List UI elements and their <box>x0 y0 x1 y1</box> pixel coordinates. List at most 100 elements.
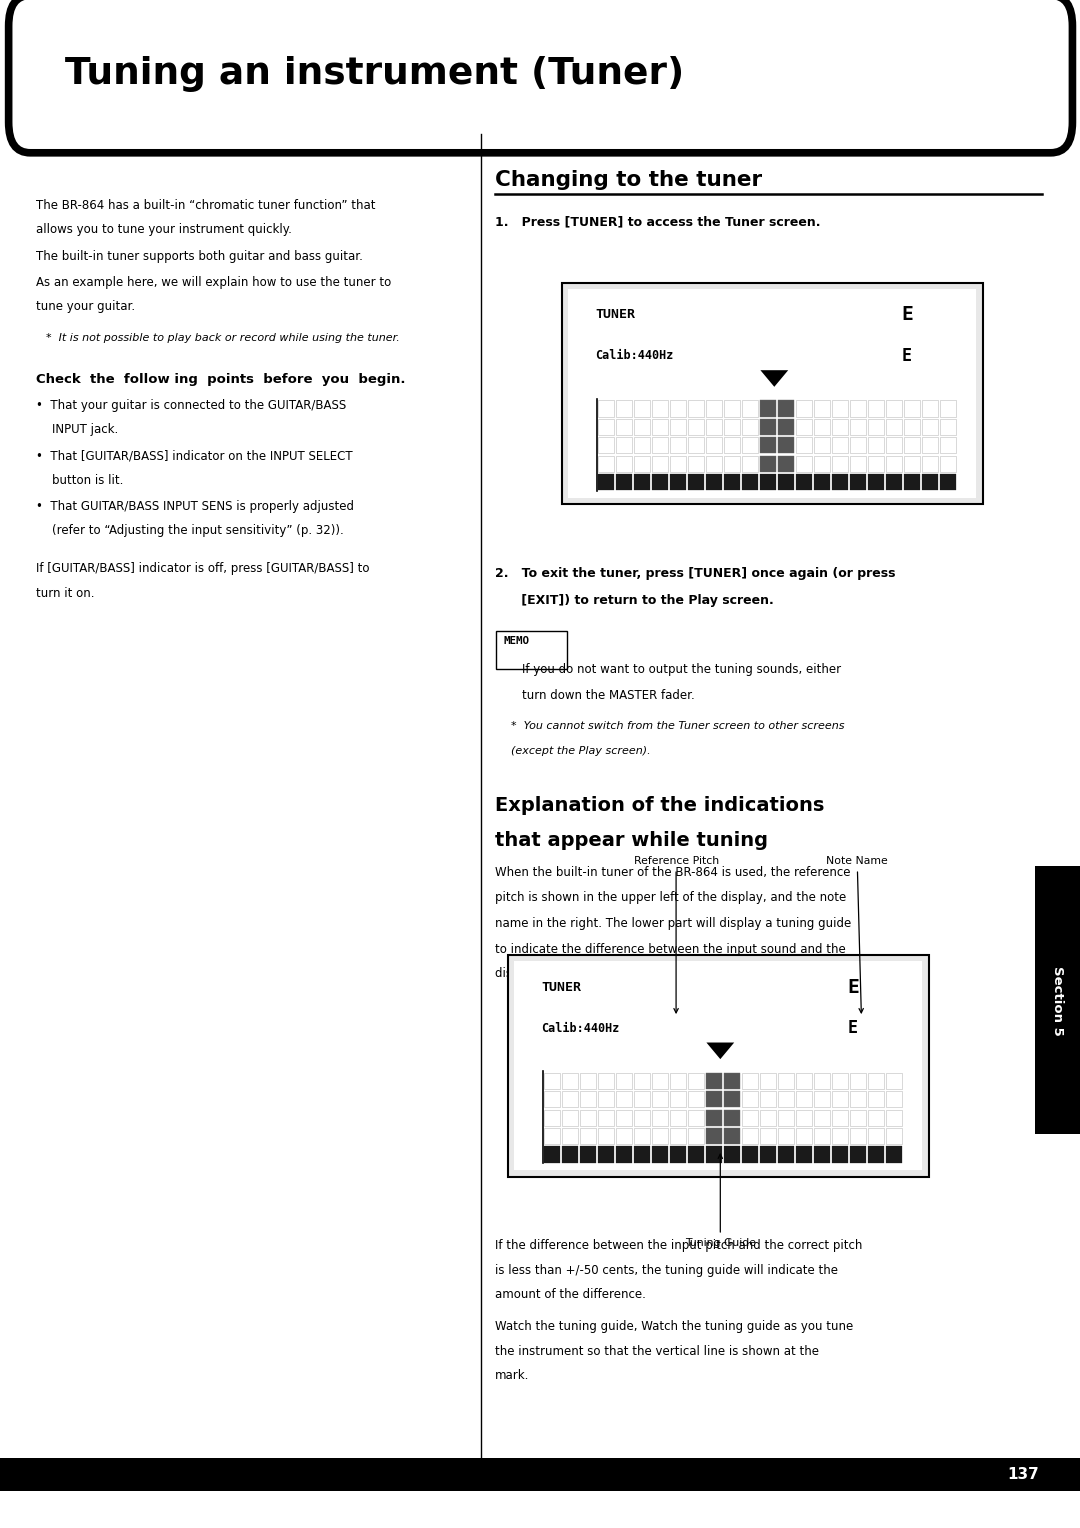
Bar <box>904 474 920 490</box>
Bar <box>868 419 885 435</box>
Bar <box>814 455 831 472</box>
Bar <box>796 437 812 454</box>
Bar <box>832 1146 848 1163</box>
Bar <box>940 419 956 435</box>
Bar <box>562 1146 578 1163</box>
Text: INPUT jack.: INPUT jack. <box>52 423 118 437</box>
Bar <box>778 474 794 490</box>
Bar <box>562 1091 578 1108</box>
Bar <box>760 1091 777 1108</box>
Bar <box>868 437 885 454</box>
Bar <box>724 1073 740 1089</box>
Bar <box>652 455 669 472</box>
Bar <box>544 1146 561 1163</box>
Bar <box>508 955 929 1177</box>
Bar <box>850 455 866 472</box>
Bar <box>742 1073 758 1089</box>
Bar <box>742 1146 758 1163</box>
Bar <box>598 400 615 417</box>
Bar <box>760 455 777 472</box>
Bar <box>688 474 704 490</box>
Text: is less than +/-50 cents, the tuning guide will indicate the: is less than +/-50 cents, the tuning gui… <box>495 1264 838 1277</box>
Bar <box>868 1146 885 1163</box>
Bar <box>886 1091 902 1108</box>
Text: TUNER: TUNER <box>541 981 581 993</box>
Bar <box>760 1146 777 1163</box>
Bar <box>760 419 777 435</box>
Bar <box>634 1091 650 1108</box>
Bar <box>688 1128 704 1144</box>
Bar <box>598 1128 615 1144</box>
Bar <box>760 1109 777 1126</box>
Bar <box>706 455 723 472</box>
Bar <box>670 419 686 435</box>
Bar <box>652 437 669 454</box>
Bar <box>634 455 650 472</box>
Text: pitch is shown in the upper left of the display, and the note: pitch is shown in the upper left of the … <box>495 891 846 905</box>
Bar <box>616 455 632 472</box>
Bar <box>796 1073 812 1089</box>
Bar <box>922 474 939 490</box>
Bar <box>616 419 632 435</box>
Bar <box>598 1109 615 1126</box>
Text: Explanation of the indications: Explanation of the indications <box>495 796 824 814</box>
Bar <box>886 1109 902 1126</box>
Bar <box>850 419 866 435</box>
Text: E: E <box>902 347 912 365</box>
Bar <box>796 474 812 490</box>
Bar <box>688 1109 704 1126</box>
Bar <box>922 400 939 417</box>
Bar <box>544 1091 561 1108</box>
Bar <box>652 1091 669 1108</box>
Bar <box>904 455 920 472</box>
Text: the instrument so that the vertical line is shown at the: the instrument so that the vertical line… <box>495 1345 819 1358</box>
Bar <box>724 1109 740 1126</box>
Bar <box>616 1146 632 1163</box>
Text: Changing to the tuner: Changing to the tuner <box>495 170 761 189</box>
Bar <box>706 1073 723 1089</box>
Text: Note Name: Note Name <box>826 856 888 1013</box>
Bar <box>832 437 848 454</box>
Bar <box>886 419 902 435</box>
Bar <box>814 1146 831 1163</box>
Bar <box>814 437 831 454</box>
Text: Reference Pitch: Reference Pitch <box>634 856 718 1013</box>
Bar <box>634 1073 650 1089</box>
Text: allows you to tune your instrument quickly.: allows you to tune your instrument quick… <box>36 223 292 237</box>
Bar <box>580 1091 596 1108</box>
Bar <box>742 1091 758 1108</box>
Bar <box>652 1073 669 1089</box>
Text: Tuning an instrument (Tuner): Tuning an instrument (Tuner) <box>65 57 684 92</box>
Text: to indicate the difference between the input sound and the: to indicate the difference between the i… <box>495 943 846 957</box>
Bar <box>652 474 669 490</box>
Bar <box>598 437 615 454</box>
Bar <box>796 455 812 472</box>
Text: turn down the MASTER fader.: turn down the MASTER fader. <box>522 689 694 703</box>
Bar <box>904 437 920 454</box>
Bar <box>544 1109 561 1126</box>
Bar <box>634 419 650 435</box>
Text: tune your guitar.: tune your guitar. <box>36 299 135 313</box>
Bar <box>580 1109 596 1126</box>
Bar <box>778 455 794 472</box>
Bar <box>832 474 848 490</box>
Bar <box>616 1128 632 1144</box>
Text: *  You cannot switch from the Tuner screen to other screens: * You cannot switch from the Tuner scree… <box>511 721 845 732</box>
Bar <box>868 1128 885 1144</box>
Bar <box>778 400 794 417</box>
Text: E: E <box>847 978 859 996</box>
Bar <box>868 1073 885 1089</box>
Bar <box>706 1146 723 1163</box>
Bar <box>670 474 686 490</box>
Bar <box>940 474 956 490</box>
Bar <box>616 400 632 417</box>
Bar <box>634 400 650 417</box>
Bar <box>814 400 831 417</box>
Bar <box>706 419 723 435</box>
Bar <box>706 437 723 454</box>
Bar <box>742 419 758 435</box>
Text: Check  the  follow ing  points  before  you  begin.: Check the follow ing points before you b… <box>36 373 405 387</box>
Text: •  That [GUITAR/BASS] indicator on the INPUT SELECT: • That [GUITAR/BASS] indicator on the IN… <box>36 449 352 463</box>
Text: turn it on.: turn it on. <box>36 587 94 601</box>
Bar <box>562 1109 578 1126</box>
